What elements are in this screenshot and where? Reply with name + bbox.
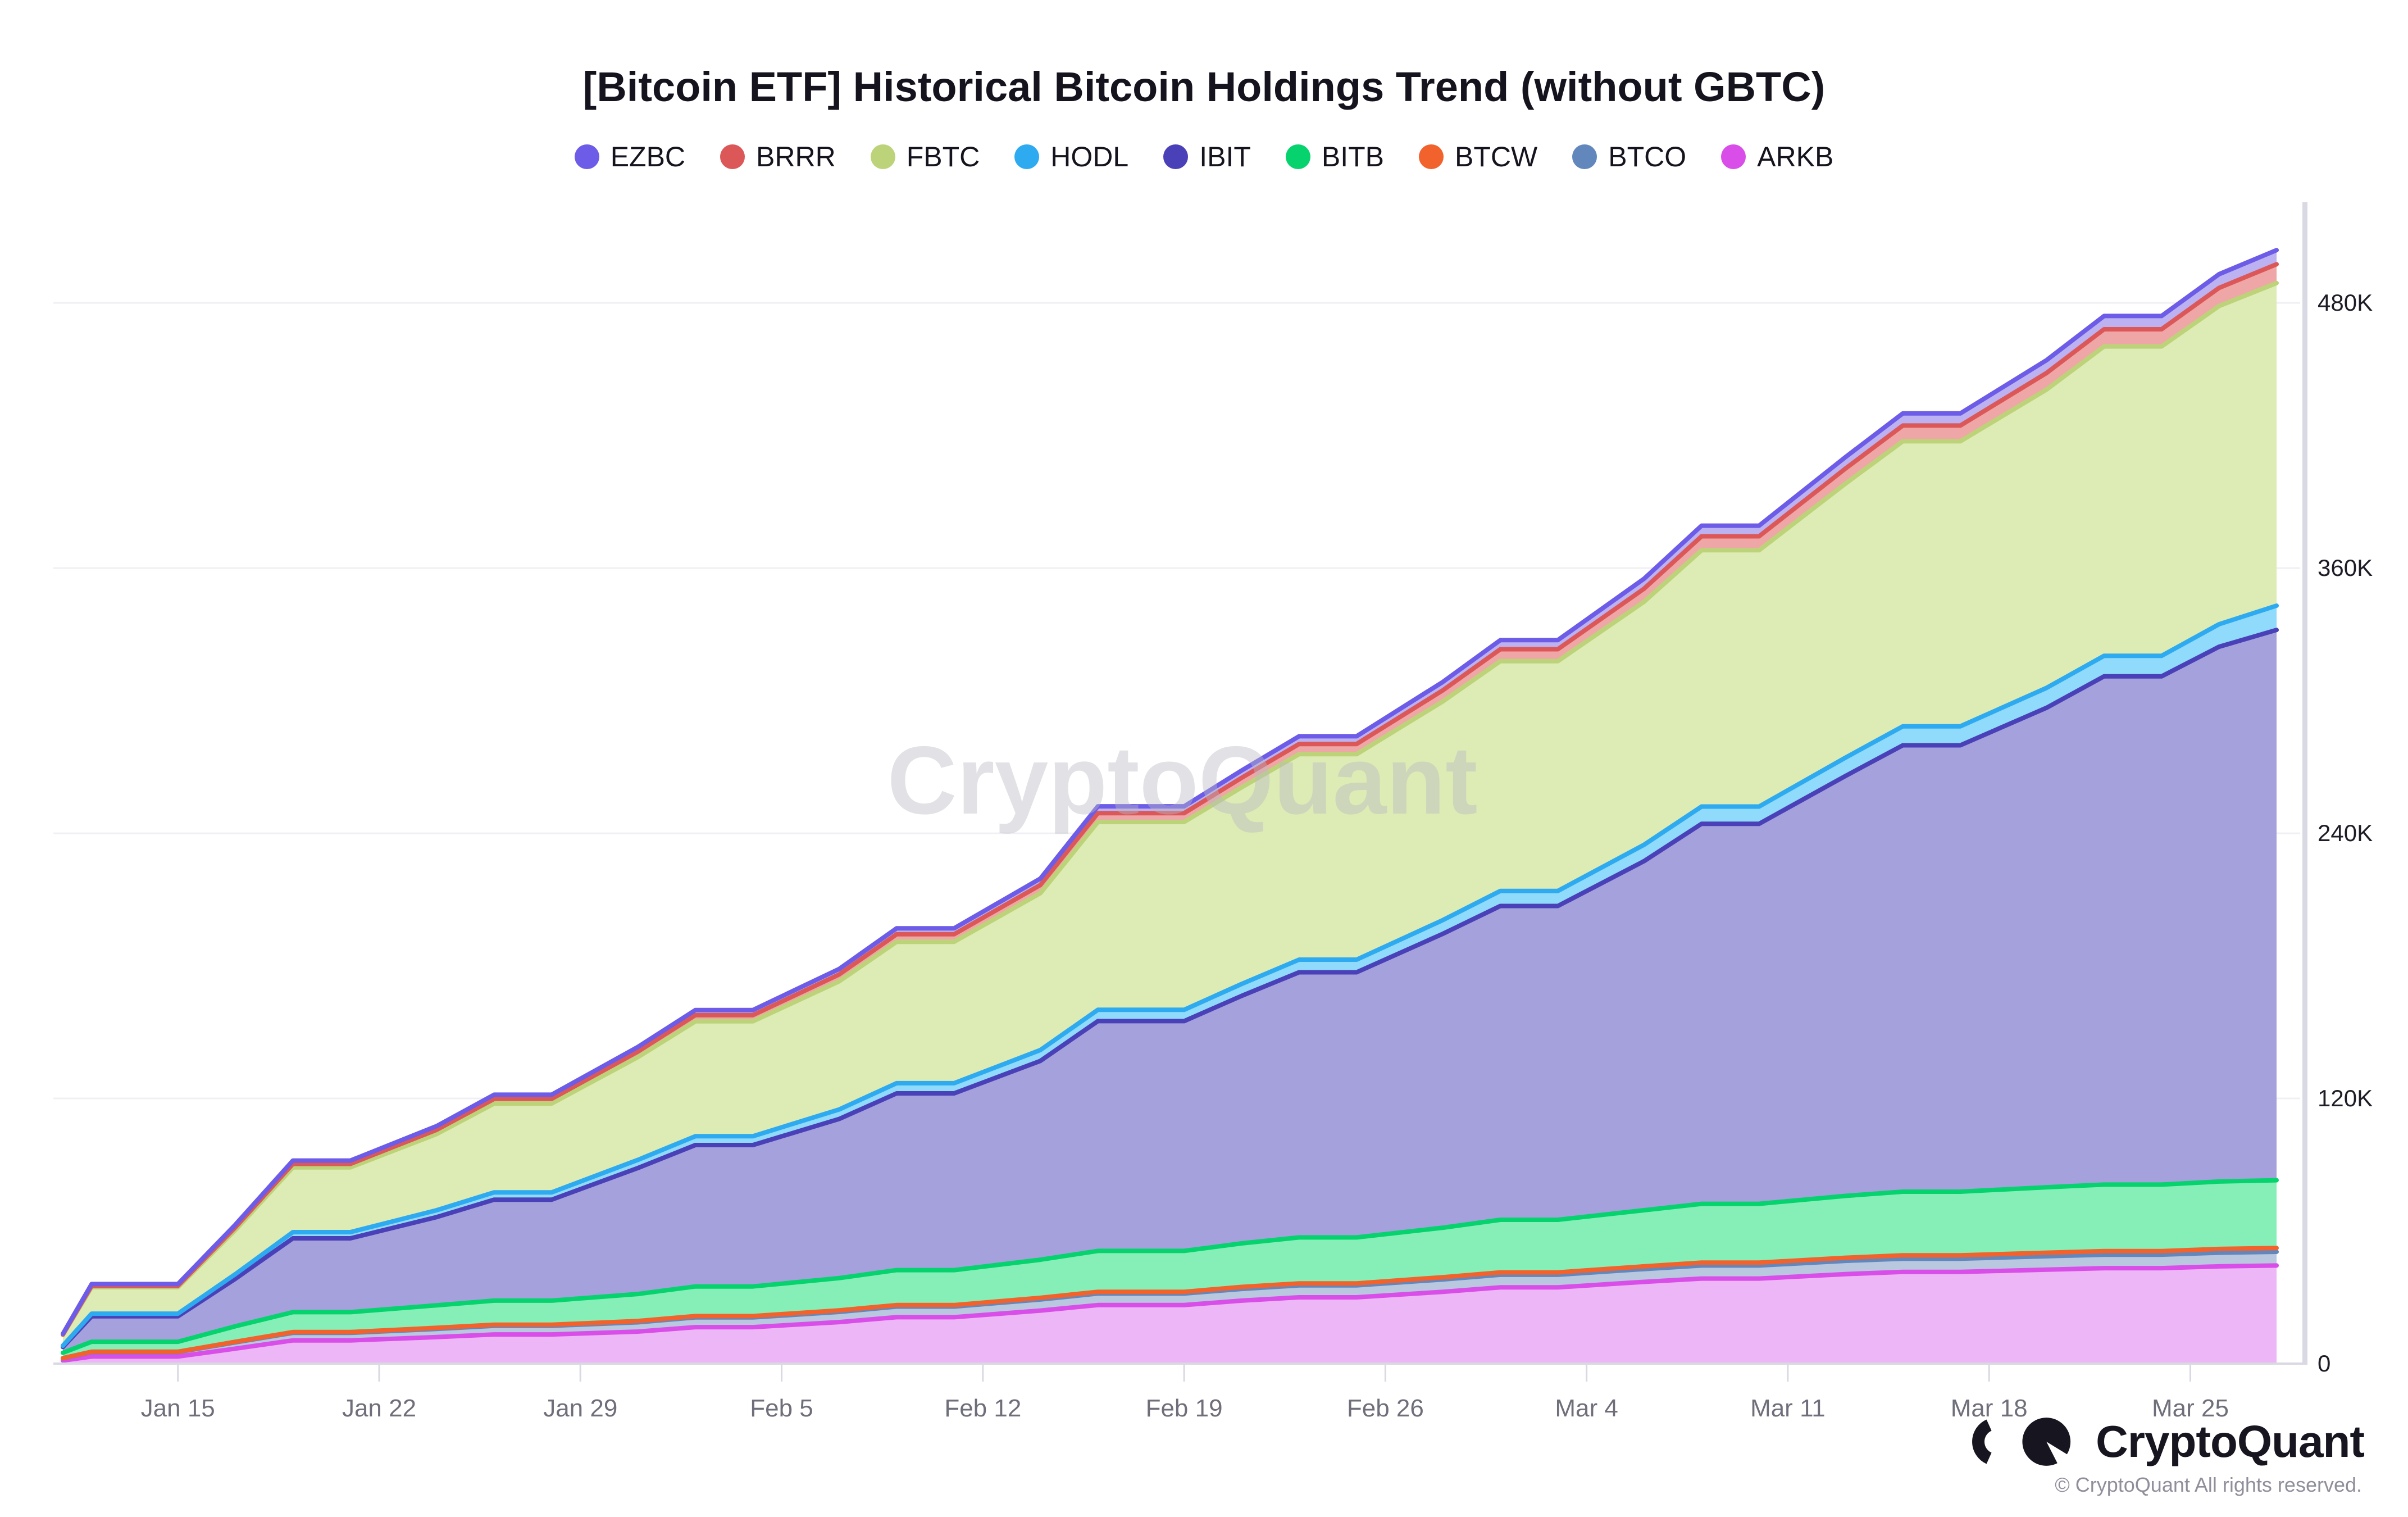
line-ezbc	[61, 248, 2279, 1336]
y-axis-label-360k: 360K	[2318, 555, 2373, 582]
legend-label-brrr: BRRR	[756, 141, 836, 172]
legend-dot-ezbc	[574, 144, 599, 169]
x-axis-label-mar-4: Mar 4	[1555, 1395, 1618, 1422]
area-arkb	[63, 1265, 2277, 1364]
x-axis-label-feb-5: Feb 5	[750, 1395, 813, 1422]
x-axis-label-feb-12: Feb 12	[944, 1395, 1022, 1422]
footer: CryptoQuant © CryptoQuant All rights res…	[1971, 1416, 2365, 1497]
line-fbtc	[61, 280, 2279, 1337]
legend-item-ibit[interactable]: IBIT	[1163, 140, 1251, 173]
footer-copyright: © CryptoQuant All rights reserved.	[2055, 1473, 2362, 1496]
x-axis-label-jan-22: Jan 22	[342, 1395, 417, 1422]
legend-dot-brrr	[720, 144, 745, 169]
x-axis-label-feb-26: Feb 26	[1346, 1395, 1424, 1422]
area-ibit	[63, 630, 2277, 1364]
legend-item-btco[interactable]: BTCO	[1572, 140, 1686, 173]
legend-item-bitb[interactable]: BITB	[1285, 140, 1385, 173]
legend-dot-ibit	[1163, 144, 1189, 169]
legend-dot-fbtc	[870, 144, 895, 169]
y-axis-label-120k: 120K	[2318, 1085, 2373, 1112]
legend-item-fbtc[interactable]: FBTC	[870, 140, 980, 173]
legend-dot-arkb	[1721, 144, 1746, 169]
line-hodl	[61, 603, 2279, 1348]
y-axis-label-0: 0	[2318, 1350, 2331, 1377]
cryptoquant-logo: CryptoQuant	[1971, 1416, 2365, 1468]
legend-dot-bitb	[1285, 144, 1310, 169]
line-btcw	[61, 1246, 2279, 1361]
footer-brand-text: CryptoQuant	[2096, 1416, 2365, 1466]
chart-title: [Bitcoin ETF] Historical Bitcoin Holding…	[582, 63, 1826, 110]
legend-item-ezbc[interactable]: EZBC	[574, 140, 686, 173]
y-axis-line	[2302, 202, 2307, 1364]
y-axis-label-240k: 240K	[2318, 820, 2373, 847]
legend-label-ezbc: EZBC	[610, 141, 686, 172]
legend-dot-hodl	[1014, 144, 1040, 169]
legend-dot-btco	[1572, 144, 1597, 169]
legend-label-btco: BTCO	[1608, 141, 1687, 172]
legend-label-ibit: IBIT	[1199, 141, 1251, 172]
x-axis-label-mar-25: Mar 25	[2151, 1395, 2229, 1422]
legend-label-fbtc: FBTC	[906, 141, 980, 172]
legend-item-arkb[interactable]: ARKB	[1721, 140, 1833, 173]
legend-dot-btcw	[1419, 144, 1444, 169]
cryptoquant-logo-icon	[1972, 1418, 2073, 1466]
legend-label-arkb: ARKB	[1757, 141, 1834, 172]
line-brrr	[61, 262, 2279, 1337]
legend-label-hodl: HODL	[1050, 141, 1129, 172]
legend-label-btcw: BTCW	[1455, 141, 1538, 172]
legend-item-hodl[interactable]: HODL	[1014, 140, 1128, 173]
chart-legend: EZBC BRRR FBTC HODL IBIT BITB BTCW BTCO ARKB	[0, 140, 2408, 173]
x-axis-label-jan-15: Jan 15	[140, 1395, 215, 1422]
x-axis-label-feb-19: Feb 19	[1145, 1395, 1223, 1422]
x-axis-label-mar-11: Mar 11	[1750, 1395, 1826, 1422]
x-axis-label-mar-18: Mar 18	[1950, 1395, 2028, 1422]
legend-item-btcw[interactable]: BTCW	[1419, 140, 1537, 173]
line-bitb	[61, 1178, 2279, 1355]
legend-label-bitb: BITB	[1321, 141, 1385, 172]
y-axis-label-480k: 480K	[2318, 289, 2373, 316]
x-axis-label-jan-29: Jan 29	[543, 1395, 618, 1422]
line-arkb	[61, 1263, 2279, 1363]
line-ibit	[61, 628, 2279, 1350]
legend-item-brrr[interactable]: BRRR	[720, 140, 836, 173]
